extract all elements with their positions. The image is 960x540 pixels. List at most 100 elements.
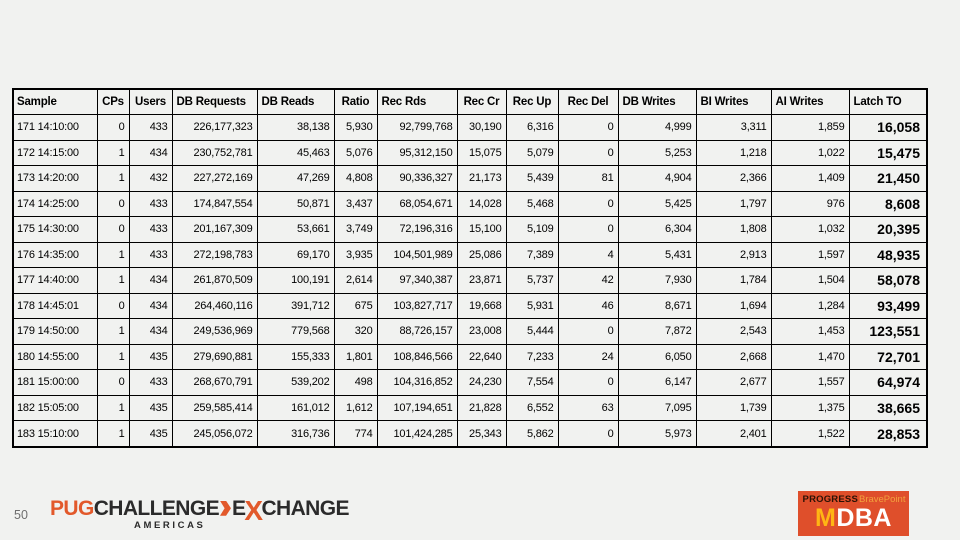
table-cell: 63: [557, 394, 619, 422]
table-cell: 20,395: [848, 216, 928, 243]
mdba-text-dba: DBA: [836, 504, 892, 532]
table-cell: 16,058: [848, 114, 928, 141]
table-cell: 25,343: [456, 420, 507, 448]
column-header-db-requests: DB Requests: [171, 88, 258, 115]
column-header-db-reads: DB Reads: [256, 88, 335, 115]
table-cell: 1,409: [770, 165, 850, 192]
table-cell: 1,694: [695, 292, 772, 320]
column-header-ratio: Ratio: [333, 88, 378, 115]
table-cell: 6,050: [617, 343, 697, 371]
table-cell: 1: [96, 267, 130, 294]
table-cell: 38,138: [256, 114, 335, 141]
table-cell: 15,100: [456, 216, 507, 243]
table-cell: 7,389: [505, 241, 559, 269]
table-cell: 5,862: [505, 420, 559, 448]
table-cell: 433: [128, 114, 173, 141]
table-cell: 103,827,717: [376, 292, 458, 320]
column-header-sample: Sample: [12, 88, 98, 115]
table-row: 177 14:40:00 1 434 261,870,509 100,191 2,614 9…: [12, 267, 928, 294]
table-cell: 100,191: [256, 267, 335, 294]
table-cell: 1: [96, 420, 130, 448]
table-cell: 1,022: [770, 139, 850, 167]
table-cell: 1,557: [770, 369, 850, 396]
table-cell: 171 14:10:00: [12, 114, 98, 141]
exchange-arrow-icon: [219, 500, 231, 516]
table-cell: 539,202: [256, 369, 335, 396]
table-cell: 2,677: [695, 369, 772, 396]
table-cell: 1,801: [333, 343, 378, 371]
table-body: 171 14:10:00 0 433 226,177,323 38,138 5,930 92…: [12, 114, 928, 448]
table-cell: 93,499: [848, 292, 928, 320]
table-cell: 391,712: [256, 292, 335, 320]
table-cell: 5,076: [333, 139, 378, 167]
table-row: 178 14:45:01 0 434 264,460,116 391,712 675 103…: [12, 292, 928, 320]
table-cell: 38,665: [848, 394, 928, 422]
table-cell: 434: [128, 139, 173, 167]
table-cell: 259,585,414: [171, 394, 258, 422]
pug-logo-text-e: E: [231, 496, 246, 520]
table-cell: 72,196,316: [376, 216, 458, 243]
table-cell: 1,797: [695, 190, 772, 218]
table-cell: 1: [96, 241, 130, 269]
table-cell: 179 14:50:00: [12, 318, 98, 345]
table-cell: 25,086: [456, 241, 507, 269]
table-cell: 0: [96, 190, 130, 218]
table-cell: 1,808: [695, 216, 772, 243]
table-cell: 4,808: [333, 165, 378, 192]
table-cell: 5,973: [617, 420, 697, 448]
table-row: 183 15:10:00 1 435 245,056,072 316,736 774 101…: [12, 420, 928, 448]
table-cell: 50,871: [256, 190, 335, 218]
table-row: 172 14:15:00 1 434 230,752,781 45,463 5,076 95…: [12, 139, 928, 167]
table-cell: 264,460,116: [171, 292, 258, 320]
table-cell: 226,177,323: [171, 114, 258, 141]
table-header-row: Sample CPs Users DB Requests DB Reads Ratio Re…: [12, 88, 928, 115]
table-cell: 0: [557, 114, 619, 141]
table-cell: 5,444: [505, 318, 559, 345]
table-cell: 227,272,169: [171, 165, 258, 192]
table-cell: 1,453: [770, 318, 850, 345]
table-cell: 45,463: [256, 139, 335, 167]
table-cell: 230,752,781: [171, 139, 258, 167]
pug-logo-text-change: CHANGE: [261, 496, 349, 520]
table-cell: 24,230: [456, 369, 507, 396]
table-cell: 104,316,852: [376, 369, 458, 396]
column-header-cps: CPs: [96, 88, 130, 115]
column-header-rec-del: Rec Del: [557, 88, 619, 115]
table-cell: 6,304: [617, 216, 697, 243]
table-cell: 42: [557, 267, 619, 294]
table-cell: 5,079: [505, 139, 559, 167]
table-cell: 23,871: [456, 267, 507, 294]
table-cell: 1,504: [770, 267, 850, 294]
table-cell: 5,931: [505, 292, 559, 320]
table-cell: 123,551: [848, 318, 928, 345]
table-cell: 15,075: [456, 139, 507, 167]
table-cell: 177 14:40:00: [12, 267, 98, 294]
pug-challenge-exchange-logo: PUG CHALLENGE E X CHANGE AMERICAS: [50, 496, 349, 531]
table-cell: 675: [333, 292, 378, 320]
table-cell: 68,054,671: [376, 190, 458, 218]
table-cell: 174 14:25:00: [12, 190, 98, 218]
table-cell: 0: [96, 114, 130, 141]
table-cell: 180 14:55:00: [12, 343, 98, 371]
table-cell: 435: [128, 343, 173, 371]
table-cell: 0: [557, 420, 619, 448]
table-cell: 88,726,157: [376, 318, 458, 345]
table-cell: 8,608: [848, 190, 928, 218]
table-cell: 1,470: [770, 343, 850, 371]
table-cell: 19,668: [456, 292, 507, 320]
table-row: 176 14:35:00 1 433 272,198,783 69,170 3,935 10…: [12, 241, 928, 269]
table-cell: 435: [128, 394, 173, 422]
table-cell: 7,095: [617, 394, 697, 422]
table-cell: 434: [128, 292, 173, 320]
table-row: 173 14:20:00 1 432 227,272,169 47,269 4,808 90…: [12, 165, 928, 192]
table-cell: 0: [96, 369, 130, 396]
table-cell: 249,536,969: [171, 318, 258, 345]
table-cell: 3,749: [333, 216, 378, 243]
table-cell: 48,935: [848, 241, 928, 269]
table-cell: 4,999: [617, 114, 697, 141]
table-cell: 2,543: [695, 318, 772, 345]
table-cell: 268,670,791: [171, 369, 258, 396]
table-cell: 498: [333, 369, 378, 396]
table-cell: 2,614: [333, 267, 378, 294]
